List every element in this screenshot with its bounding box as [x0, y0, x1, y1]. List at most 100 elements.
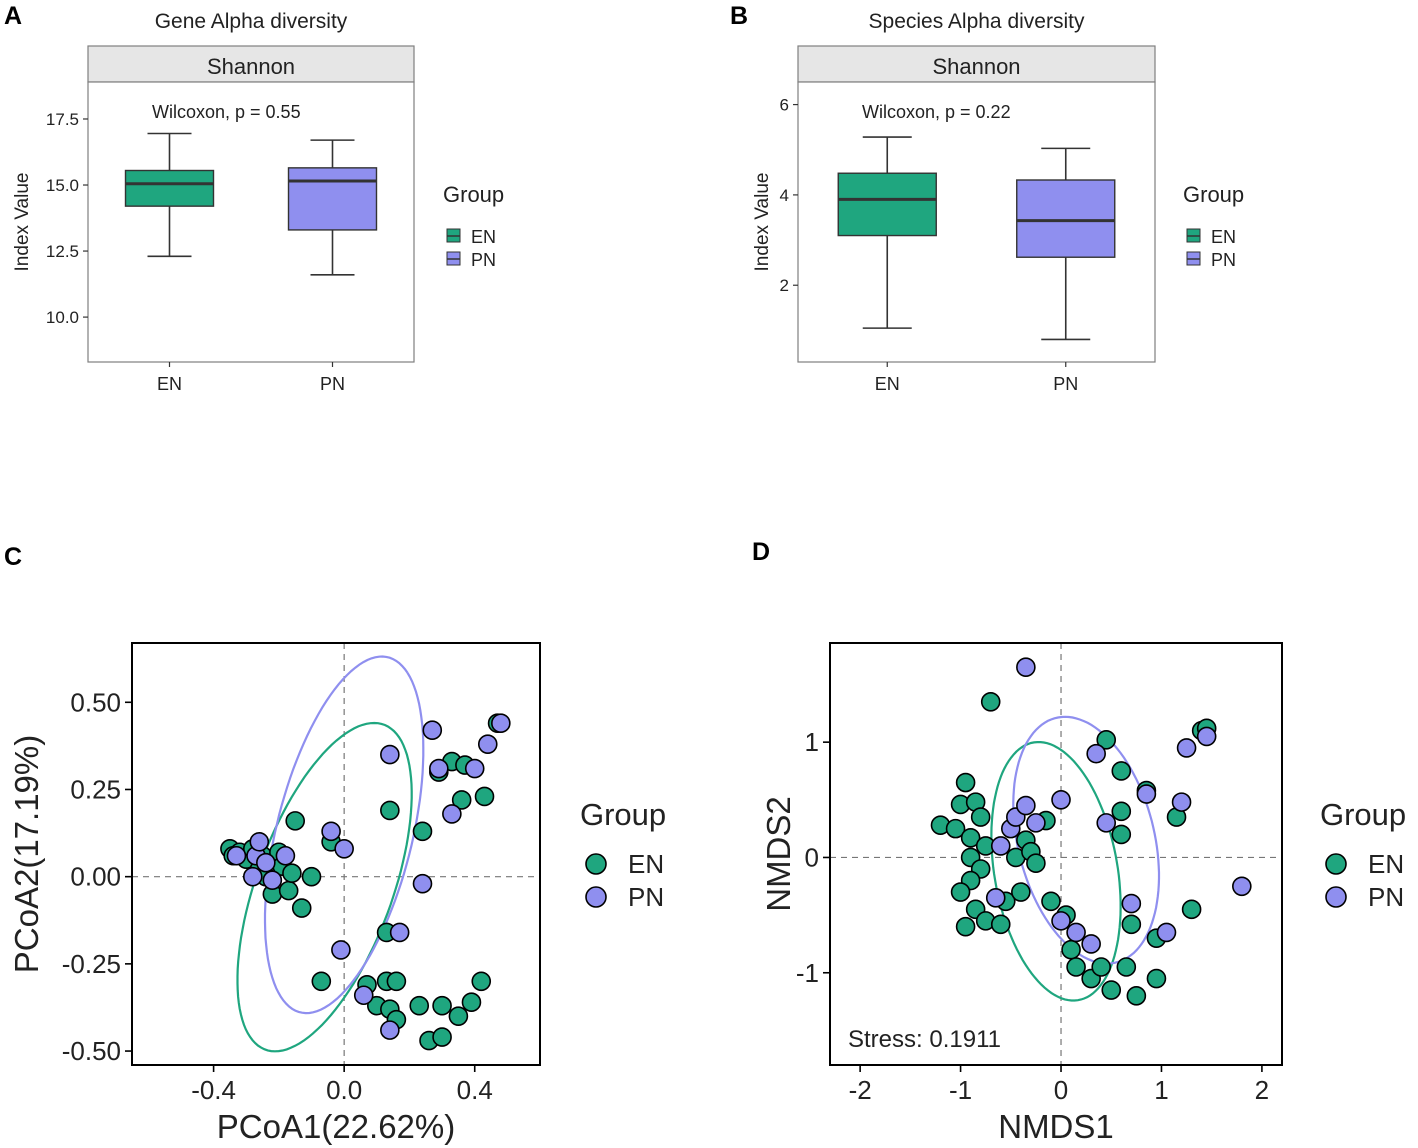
point-en — [1011, 882, 1031, 902]
legend-label-en: EN — [628, 849, 664, 879]
point-en — [1121, 914, 1142, 935]
point-en — [960, 828, 981, 848]
panel-b-boxplot: Species Alpha diversity Shannon Wilcoxon, … — [752, 10, 1244, 394]
x-axis-label: NMDS1 — [998, 1108, 1114, 1145]
point-pn — [1016, 795, 1036, 816]
point-en — [412, 821, 433, 842]
panel-label-b: B — [730, 2, 748, 30]
y-tick-label: -0.50 — [62, 1036, 121, 1066]
point-en — [945, 818, 966, 839]
point-en — [990, 914, 1011, 935]
legend-label-pn: PN — [1368, 882, 1404, 912]
point-en — [1146, 968, 1167, 989]
point-pn — [422, 720, 443, 740]
confidence-ellipse-en — [236, 721, 413, 1053]
legend-title: Group — [443, 182, 504, 207]
panel-label-a: A — [4, 2, 22, 30]
point-pn — [275, 845, 296, 866]
point-en — [1066, 957, 1086, 977]
point-pn — [380, 744, 400, 765]
confidence-ellipse-pn — [263, 655, 425, 1015]
point-en — [1091, 957, 1111, 977]
facet-label: Shannon — [207, 54, 295, 79]
x-tick-label: PN — [1053, 374, 1078, 394]
y-axis-label: NMDS2 — [760, 796, 797, 912]
y-tick-label: 0.50 — [70, 687, 121, 717]
point-en — [1061, 939, 1081, 960]
point-en — [1116, 957, 1137, 977]
box-en — [837, 172, 937, 237]
legend-title: Group — [1320, 797, 1406, 832]
point-pn — [256, 852, 276, 873]
x-tick-label: PN — [320, 374, 345, 394]
point-pn — [1066, 922, 1086, 943]
x-tick-label: -1 — [949, 1075, 972, 1105]
y-tick-label: 0.00 — [70, 862, 121, 892]
point-pn — [242, 866, 263, 887]
chart-title: Gene Alpha diversity — [155, 10, 348, 33]
point-pn — [412, 873, 433, 894]
point-pn — [1016, 657, 1036, 678]
point-en — [448, 1006, 469, 1026]
plot-frame — [131, 642, 541, 1066]
point-pn — [990, 836, 1011, 856]
panel-a-boxplot: Gene Alpha diversity Shannon Wilcoxon, p =… — [12, 10, 504, 394]
y-axis-label: PCoA2(17.19%) — [8, 735, 45, 973]
point-en — [980, 692, 1001, 712]
point-pn — [380, 1020, 400, 1040]
facet-label: Shannon — [932, 54, 1020, 79]
point-pn — [1156, 922, 1177, 943]
point-en — [955, 916, 976, 937]
legend-key-en — [1325, 853, 1347, 875]
point-pn — [1176, 738, 1197, 758]
point-pn — [389, 922, 410, 943]
point-en — [432, 995, 452, 1016]
point-en — [1111, 801, 1132, 822]
y-tick-label: -0.25 — [62, 949, 121, 979]
x-tick-label: EN — [157, 374, 182, 394]
plot-area — [830, 643, 1282, 1065]
point-pn — [1121, 893, 1142, 914]
legend-label-en: EN — [471, 227, 496, 247]
panel-d-nmds: -2 -1 0 1 2 -1 0 1 NMDS1 NMDS2 Stress: 0.1911 Group… — [760, 642, 1406, 1145]
y-tick-label: 1 — [805, 727, 819, 757]
chart-title: Species Alpha diversity — [869, 10, 1085, 33]
y-tick-label: 6 — [780, 96, 789, 115]
box-pn — [1016, 179, 1116, 258]
legend-label-en: EN — [1368, 849, 1404, 879]
point-en — [285, 811, 306, 831]
x-tick-label: 0 — [1054, 1075, 1068, 1105]
point-en — [1126, 986, 1147, 1006]
point-en — [291, 898, 312, 918]
point-pn — [1136, 784, 1157, 804]
point-pn — [321, 821, 341, 842]
point-pn — [226, 845, 247, 866]
panel-label-c: C — [4, 543, 22, 571]
box-pn — [287, 167, 378, 231]
point-pn — [262, 870, 283, 890]
point-en — [1101, 980, 1122, 1000]
point-en — [950, 882, 971, 902]
point-en — [1026, 853, 1046, 874]
facet-strip — [87, 45, 415, 83]
point-en — [955, 772, 976, 793]
x-tick-label: EN — [875, 374, 900, 394]
point-en — [386, 971, 407, 992]
box-en — [124, 169, 215, 207]
stress-annotation: Stress: 0.1911 — [848, 1026, 1001, 1053]
x-tick-label: 0.0 — [326, 1075, 362, 1105]
point-pn — [464, 758, 485, 779]
legend-title: Group — [1183, 182, 1244, 207]
point-en — [311, 971, 332, 992]
plot-frame — [829, 642, 1283, 1066]
y-tick-label: 2 — [780, 276, 789, 295]
point-pn — [1026, 813, 1046, 833]
y-tick-label: 0.25 — [70, 774, 121, 804]
panel-c-pcoa: -0.4 0.0 0.4 -0.50 -0.25 0.00 0.25 0.50 PCoA1(22… — [8, 642, 666, 1145]
point-pn — [249, 831, 270, 852]
point-pn — [334, 838, 354, 859]
point-en — [474, 786, 495, 807]
point-en — [301, 866, 322, 887]
y-tick-label: -1 — [796, 958, 819, 988]
